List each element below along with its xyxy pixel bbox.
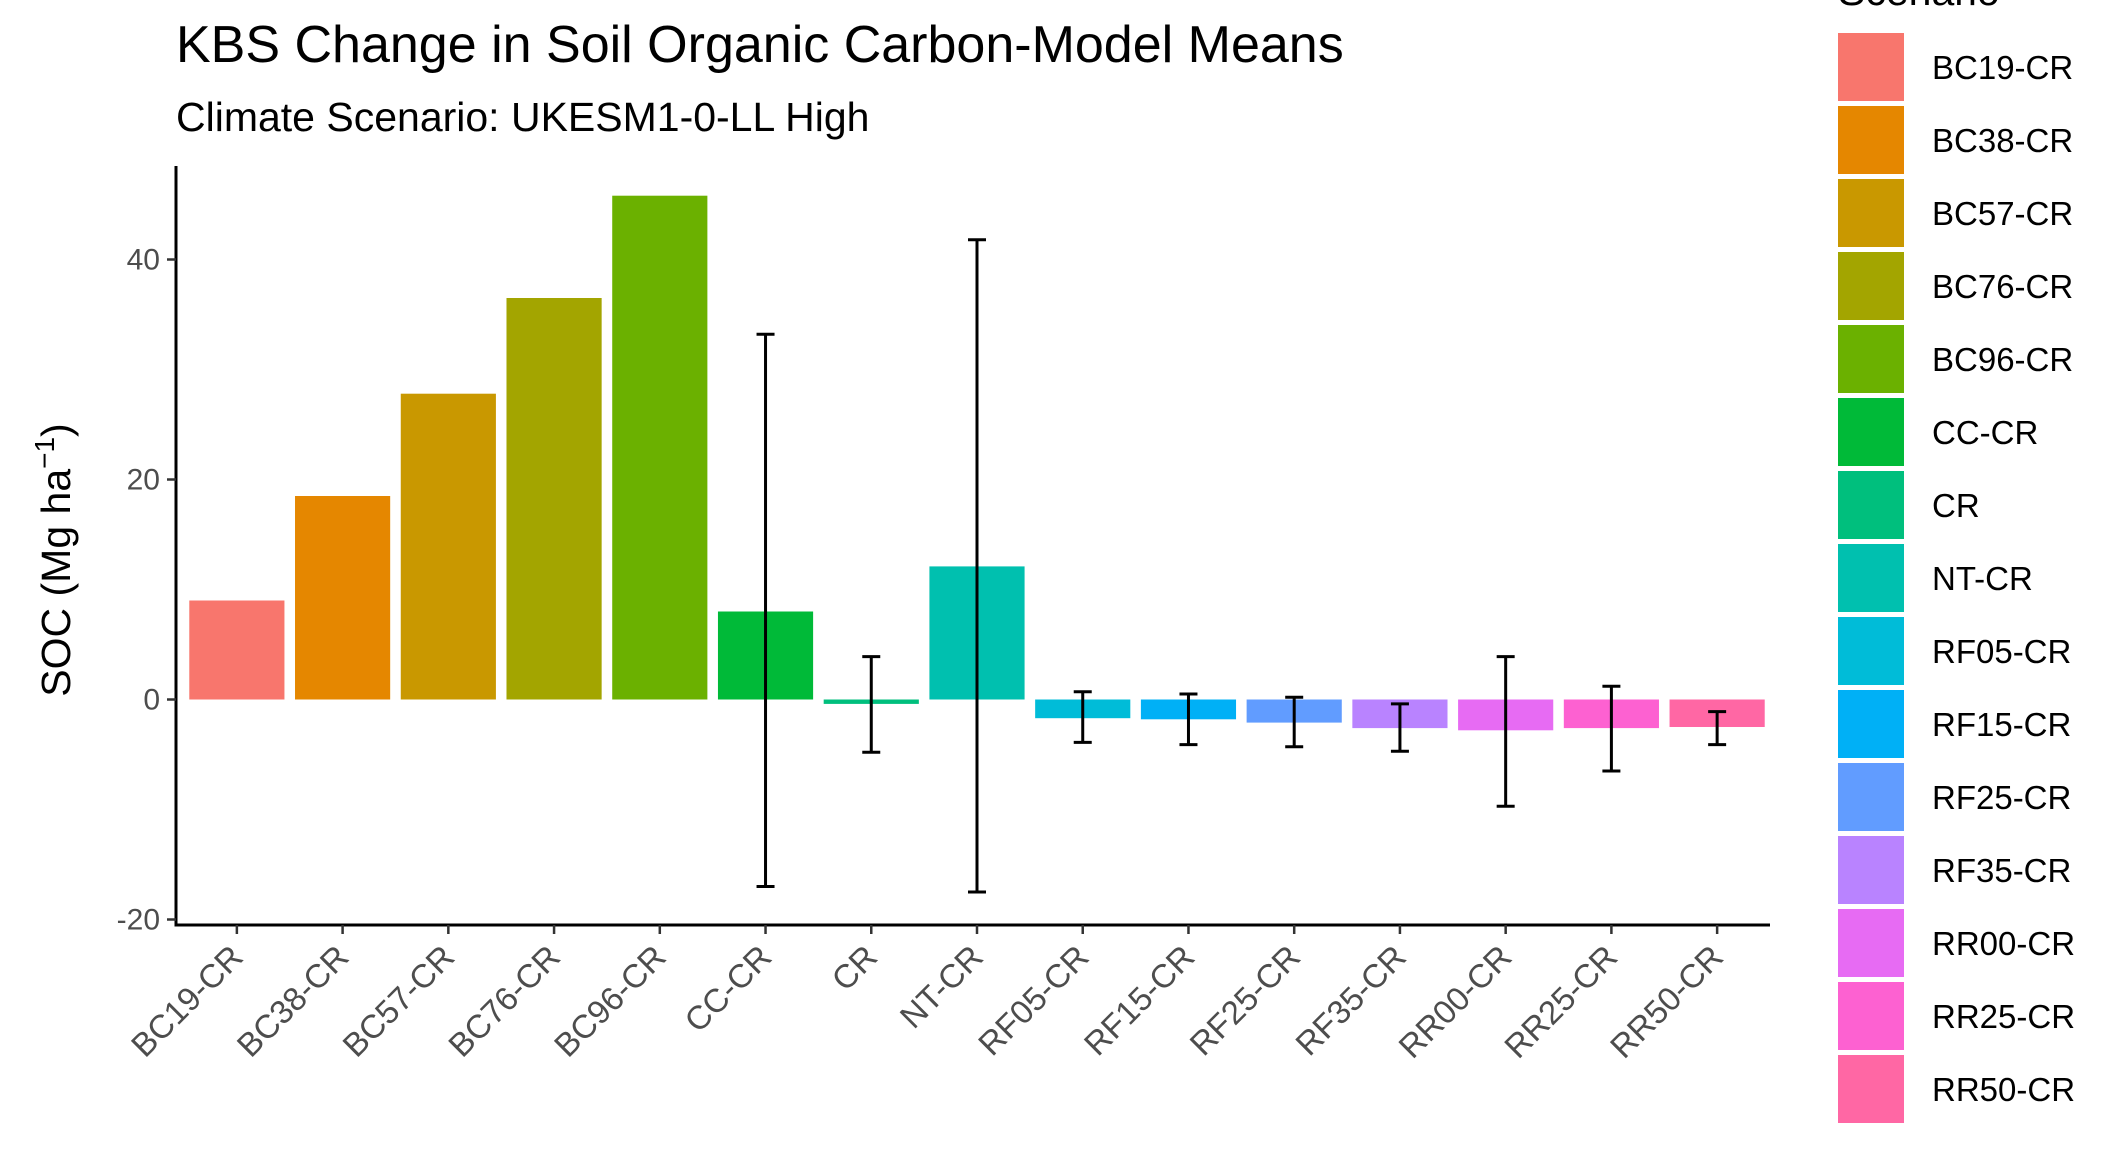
y-axis-title: SOC (Mg ha−1)	[29, 423, 79, 696]
legend: Scenario BC19-CR BC38-CR BC57-CR BC76-CR BC9…	[1838, 0, 2075, 1123]
chart-subtitle: Climate Scenario: UKESM1-0-LL High	[176, 94, 869, 140]
legend-label: BC19-CR	[1932, 49, 2073, 86]
x-tick-label: RF35-CR	[1288, 938, 1413, 1063]
legend-key-rr25-cr	[1838, 982, 1904, 1050]
error-bar-cr	[862, 655, 881, 754]
error-bar-cc-cr	[756, 332, 775, 888]
legend-key-rf15-cr	[1838, 690, 1904, 758]
bar-bc38-cr	[295, 496, 391, 700]
legend-label: RR50-CR	[1932, 1071, 2075, 1108]
legend-label: BC96-CR	[1932, 341, 2073, 378]
bar-bc19-cr	[189, 600, 285, 700]
legend-key-rr00-cr	[1838, 909, 1904, 977]
x-tick-label: RR50-CR	[1603, 938, 1730, 1065]
y-tick-label: -20	[117, 904, 160, 937]
x-tick-label: CR	[824, 938, 884, 998]
x-tick-label: CC-CR	[677, 938, 778, 1039]
y-tick-label: 40	[127, 244, 160, 277]
legend-label: RF15-CR	[1932, 706, 2071, 743]
legend-label: RF05-CR	[1932, 633, 2071, 670]
error-bar-nt-cr	[968, 238, 986, 894]
legend-key-rr50-cr	[1838, 1055, 1904, 1123]
error-bar-rr50-cr	[1708, 710, 1727, 747]
error-bar-rf15-cr	[1179, 692, 1198, 747]
legend-label: CC-CR	[1932, 414, 2038, 451]
x-tick-label: RF05-CR	[971, 938, 1096, 1063]
error-bar-rr25-cr	[1602, 684, 1621, 773]
legend-key-nt-cr	[1838, 544, 1904, 612]
legend-label: RR00-CR	[1932, 925, 2075, 962]
legend-key-bc76-cr	[1838, 252, 1904, 320]
legend-key-rf05-cr	[1838, 617, 1904, 685]
legend-label: NT-CR	[1932, 560, 2033, 597]
legend-label: BC57-CR	[1932, 195, 2073, 232]
legend-label: CR	[1932, 487, 1980, 524]
plot-area: -20 0 20 40 BC19-CRBC38-CRBC57-CRBC76-CRBC96…	[117, 166, 1770, 1065]
error-bar-rr00-cr	[1496, 655, 1515, 808]
x-tick-label: BC96-CR	[547, 938, 673, 1064]
x-tick-label: BC57-CR	[335, 938, 461, 1064]
y-axis-title-superscript: −1	[29, 437, 60, 469]
x-tick-label: RR00-CR	[1391, 938, 1518, 1065]
y-tick-label: 20	[127, 464, 160, 497]
x-tick-label: BC19-CR	[124, 938, 250, 1064]
x-tick-label: RF15-CR	[1077, 938, 1202, 1063]
bar-bc57-cr	[400, 393, 496, 700]
legend-key-rf35-cr	[1838, 836, 1904, 904]
y-tick-label: 0	[143, 684, 160, 717]
x-tick-label: BC76-CR	[441, 938, 567, 1064]
x-tick-label: RR25-CR	[1497, 938, 1624, 1065]
chart-title: KBS Change in Soil Organic Carbon-Model …	[176, 16, 1344, 74]
x-tick-label: BC38-CR	[230, 938, 356, 1064]
error-bar-rf05-cr	[1073, 690, 1092, 744]
legend-key-rf25-cr	[1838, 763, 1904, 831]
legend-key-cc-cr	[1838, 398, 1904, 466]
bar-bc96-cr	[612, 195, 708, 700]
legend-label: BC76-CR	[1932, 268, 2073, 305]
legend-key-cr	[1838, 471, 1904, 539]
x-tick-label: RF25-CR	[1182, 938, 1307, 1063]
legend-label: BC38-CR	[1932, 122, 2073, 159]
legend-label: RF25-CR	[1932, 779, 2071, 816]
legend-label: RR25-CR	[1932, 998, 2075, 1035]
error-bar-rf35-cr	[1390, 702, 1409, 753]
legend-label: RF35-CR	[1932, 852, 2071, 889]
y-axis-title-text: SOC (Mg ha	[33, 469, 79, 697]
x-tick-label: NT-CR	[892, 938, 989, 1035]
legend-title: Scenario	[1838, 0, 2000, 14]
legend-key-bc57-cr	[1838, 179, 1904, 247]
y-axis-title-close: )	[33, 423, 79, 437]
legend-key-bc38-cr	[1838, 106, 1904, 174]
bar-bc76-cr	[506, 298, 602, 700]
error-bar-rf25-cr	[1285, 695, 1304, 749]
legend-key-bc96-cr	[1838, 325, 1904, 393]
legend-key-bc19-cr	[1838, 33, 1904, 101]
